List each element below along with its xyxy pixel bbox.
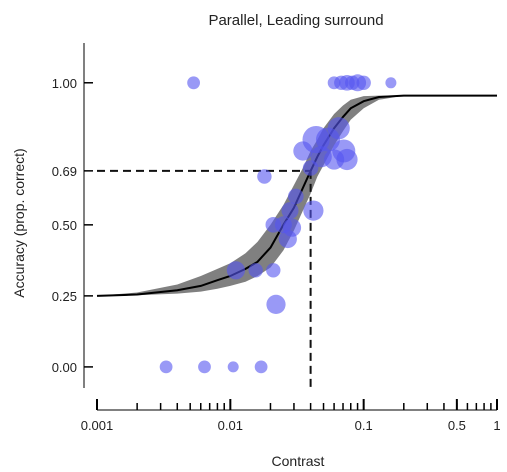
x-axis-title: Contrast <box>272 453 325 469</box>
threshold-lines-layer <box>97 169 312 391</box>
data-points-layer <box>159 74 397 374</box>
y-tick-label-0.00: 0.00 <box>52 360 77 375</box>
data-point-20 <box>281 202 299 220</box>
data-point-28 <box>266 263 281 278</box>
x-tick-label-0.01: 0.01 <box>218 418 243 433</box>
data-point-27 <box>248 263 263 278</box>
data-point-21 <box>303 200 324 221</box>
data-point-26 <box>226 261 245 280</box>
x-tick-label-0.001: 0.001 <box>81 418 114 433</box>
y-tick-label-0.69: 0.69 <box>52 164 77 179</box>
chart-title: Parallel, Leading surround <box>208 12 383 29</box>
data-point-19 <box>288 188 304 205</box>
data-point-33 <box>254 360 268 374</box>
data-point-8 <box>385 77 397 89</box>
data-point-7 <box>356 75 371 91</box>
data-point-15 <box>336 148 358 171</box>
data-point-1 <box>187 76 201 90</box>
data-point-18 <box>257 169 272 184</box>
data-point-25 <box>278 229 297 249</box>
x-tick-label-0.5: 0.5 <box>448 418 466 433</box>
y-tick-label-1.00: 1.00 <box>52 76 77 91</box>
x-tick-label-1: 1 <box>493 418 500 433</box>
x-tick-label-0.1: 0.1 <box>355 418 373 433</box>
data-point-17 <box>302 160 319 176</box>
data-point-16 <box>293 141 313 161</box>
data-point-29 <box>266 294 286 314</box>
data-point-30 <box>159 360 173 374</box>
axes-layer: 0.00 0.25 0.50 0.69 1.00 0.001 0.01 0.1 0.5 1 <box>52 43 501 433</box>
data-point-11 <box>327 117 350 140</box>
data-point-32 <box>227 361 239 373</box>
y-tick-label-0.50: 0.50 <box>52 218 77 233</box>
y-tick-label-0.25: 0.25 <box>52 289 77 304</box>
data-point-31 <box>198 360 211 374</box>
y-axis-title: Accuracy (prop. correct) <box>11 148 27 297</box>
